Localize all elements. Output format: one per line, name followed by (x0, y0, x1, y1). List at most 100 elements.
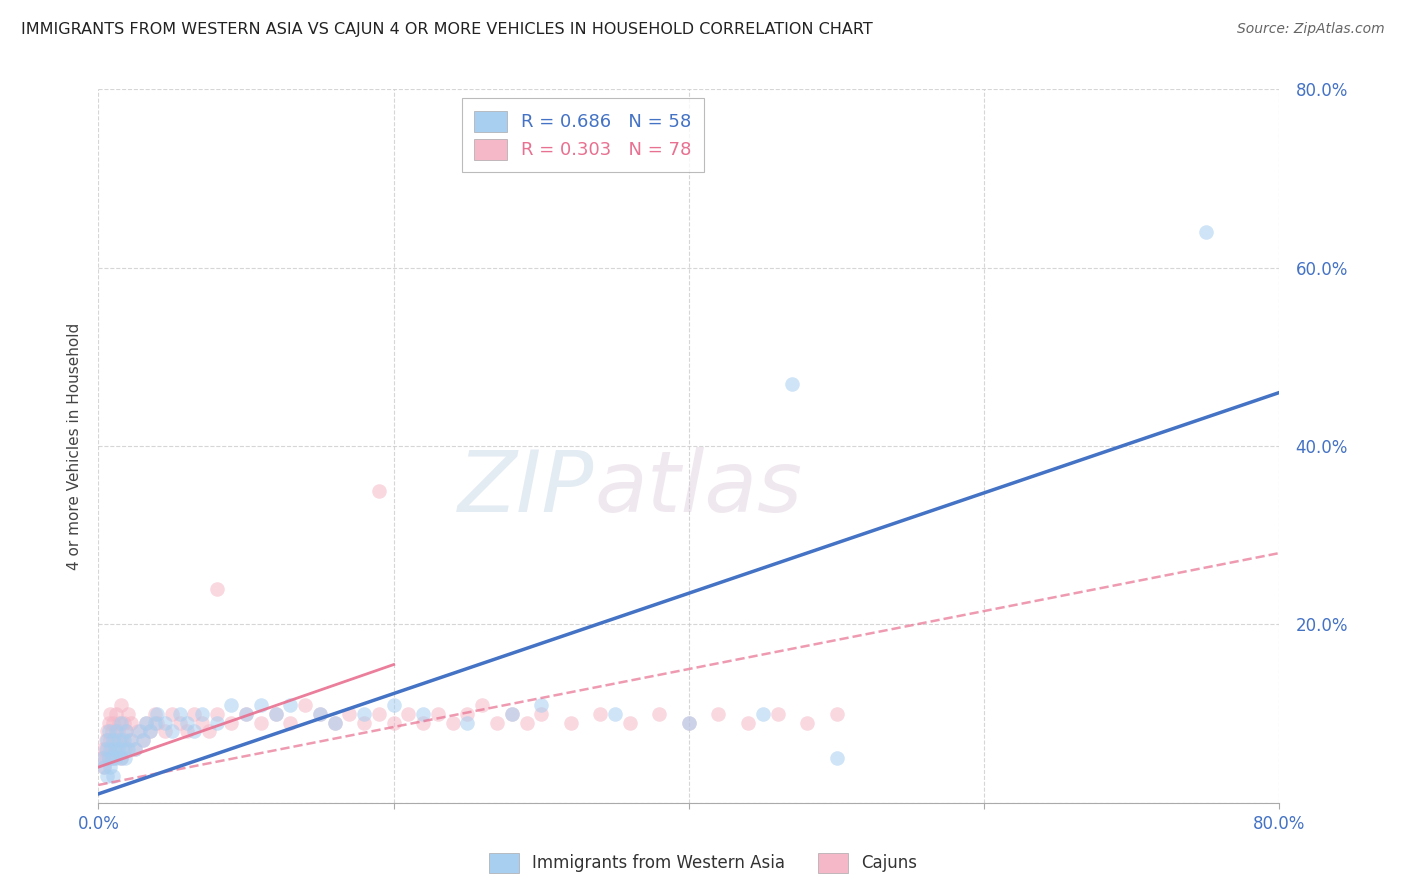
Point (280, 698, 302, 712)
Point (752, 706, 775, 721)
Point (93, 760, 115, 774)
Point (97, 751, 120, 765)
Point (96, 769, 118, 783)
Point (782, 376, 804, 391)
Point (471, 698, 494, 712)
Point (412, 715, 434, 730)
Point (143, 706, 166, 721)
Point (530, 706, 553, 721)
Point (516, 715, 538, 730)
Point (100, 724, 122, 739)
Point (132, 733, 155, 747)
Point (560, 715, 582, 730)
Point (368, 706, 391, 721)
Point (111, 742, 134, 756)
Point (427, 706, 450, 721)
Point (825, 706, 848, 721)
Point (128, 724, 150, 739)
Text: Source: ZipAtlas.com: Source: ZipAtlas.com (1237, 22, 1385, 37)
Point (205, 715, 228, 730)
Point (91, 742, 114, 756)
Point (368, 483, 391, 498)
Point (94, 733, 117, 747)
Point (132, 733, 155, 747)
Point (103, 733, 125, 747)
Point (105, 724, 128, 739)
Point (114, 742, 136, 756)
Point (112, 715, 135, 730)
Point (139, 724, 162, 739)
Point (280, 715, 302, 730)
Point (191, 706, 214, 721)
Point (153, 724, 176, 739)
Point (353, 715, 375, 730)
Point (530, 698, 553, 712)
Point (309, 706, 332, 721)
Point (146, 715, 169, 730)
Point (309, 706, 332, 721)
Point (103, 751, 125, 765)
Point (98, 742, 121, 756)
Point (111, 733, 134, 747)
Point (323, 715, 346, 730)
Point (100, 751, 122, 765)
Legend: R = 0.686   N = 58, R = 0.303   N = 78: R = 0.686 N = 58, R = 0.303 N = 78 (461, 98, 704, 172)
Point (90, 751, 112, 765)
Point (191, 715, 214, 730)
Legend: Immigrants from Western Asia, Cajuns: Immigrants from Western Asia, Cajuns (482, 847, 924, 880)
Point (103, 769, 125, 783)
Point (176, 715, 198, 730)
Point (93, 760, 115, 774)
Point (98, 733, 121, 747)
Point (105, 751, 128, 765)
Point (107, 742, 129, 756)
Point (264, 706, 287, 721)
Point (108, 715, 131, 730)
Point (135, 715, 157, 730)
Point (412, 706, 434, 721)
Point (94, 751, 117, 765)
Point (94, 742, 117, 756)
Point (825, 751, 848, 765)
Point (589, 706, 612, 721)
Point (127, 724, 149, 739)
Point (501, 706, 523, 721)
Point (205, 582, 228, 596)
Point (97, 715, 120, 730)
Point (235, 706, 257, 721)
Point (198, 724, 221, 739)
Point (766, 706, 789, 721)
Point (221, 715, 243, 730)
Point (120, 715, 142, 730)
Point (382, 715, 405, 730)
Point (110, 751, 132, 765)
Point (1195, 225, 1218, 239)
Point (91, 751, 114, 765)
Point (205, 706, 228, 721)
Point (398, 706, 420, 721)
Point (115, 724, 138, 739)
Point (96, 742, 118, 756)
Text: IMMIGRANTS FROM WESTERN ASIA VS CAJUN 4 OR MORE VEHICLES IN HOUSEHOLD CORRELATIO: IMMIGRANTS FROM WESTERN ASIA VS CAJUN 4 … (21, 22, 873, 37)
Point (169, 715, 191, 730)
Point (353, 706, 375, 721)
Text: ZIP: ZIP (458, 447, 595, 531)
Y-axis label: 4 or more Vehicles in Household: 4 or more Vehicles in Household (66, 322, 82, 570)
Point (103, 715, 125, 730)
Point (221, 698, 243, 712)
Point (112, 733, 135, 747)
Point (169, 706, 191, 721)
Point (98, 706, 121, 721)
Point (107, 724, 129, 739)
Point (323, 715, 346, 730)
Point (97, 751, 120, 765)
Point (486, 715, 509, 730)
Point (118, 733, 141, 747)
Point (108, 733, 131, 747)
Point (162, 706, 183, 721)
Point (110, 698, 132, 712)
Point (382, 698, 405, 712)
Point (97, 724, 120, 739)
Text: atlas: atlas (595, 447, 803, 531)
Point (143, 715, 166, 730)
